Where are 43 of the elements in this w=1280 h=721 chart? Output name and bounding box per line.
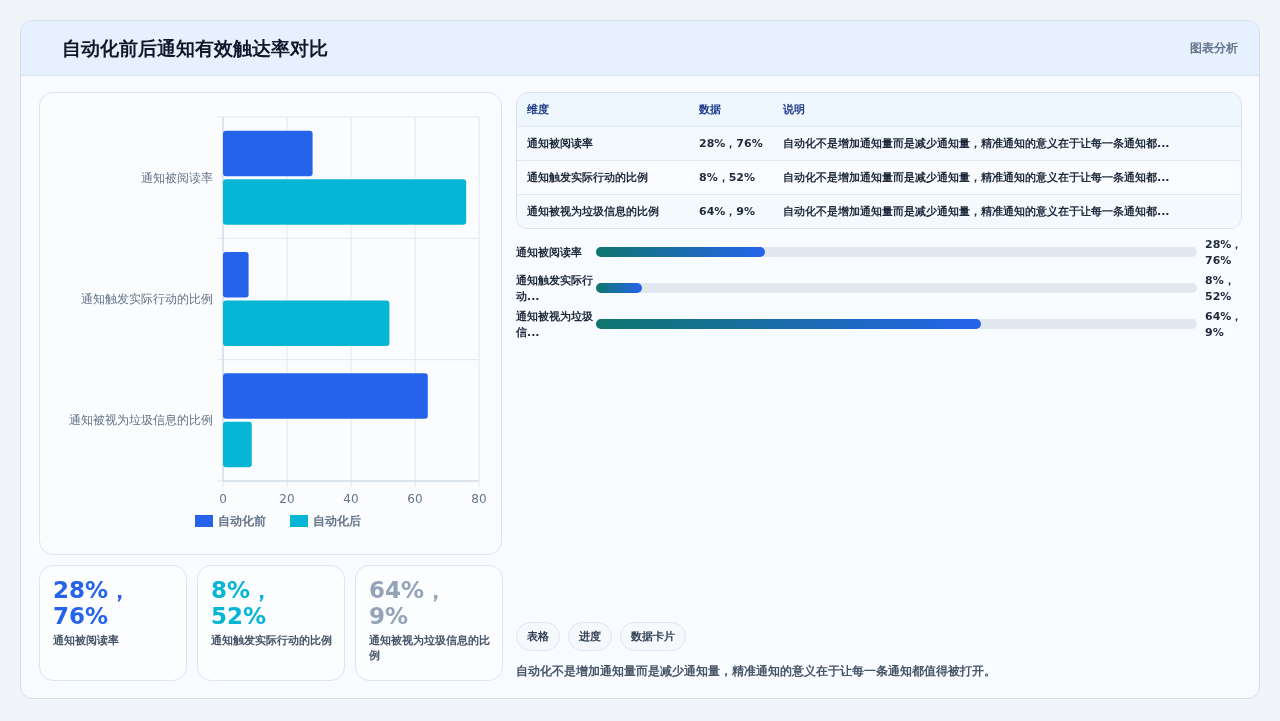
bar [223,421,252,468]
text: 通知触发实际行动的比例 [211,633,333,648]
y-tick-label: 通知被阅读率 [516,245,583,261]
legend-label: 自动化前 [218,514,266,528]
bar [223,179,467,225]
text: 自动化不是增加通知量而是减少通知量，精准通知的意义在于让每一条通知都值得被打开。 [516,663,997,680]
text: 数据卡片 [620,622,686,651]
y-tick-label: 通知被视为垃圾信息的比例 [69,413,213,428]
text: 通知被视为垃圾信息的比例 [369,633,491,663]
y-tick-label: 通知触发实际行动的比例 [81,292,213,306]
text: 进度 [568,622,612,651]
text: 说明 [782,102,806,118]
y-tick-label: 通知被阅读率 [141,170,213,185]
text: 数据 [698,102,722,118]
text: 8%，52% [689,160,773,195]
text: 维度 [526,102,550,118]
text: 8%，52% [211,577,275,629]
bar [223,373,428,419]
legend-label: 自动化后 [313,514,361,528]
text: 28%，76% [1205,237,1243,269]
text: 自动化不是增加通知量而是减少通知量，精准通知的意义在于让每一条通知都... [773,160,1241,195]
text: 28%，76% [689,126,773,161]
x-tick-label: 0 [219,492,227,506]
x-tick-label: 80 [471,492,487,506]
text: 表格 [516,622,560,651]
x-tick-label: 60 [407,492,423,506]
text: 64%，9% [1205,309,1243,341]
y-tick-label: 通知被视为垃圾信... [516,309,594,341]
bar [223,130,313,177]
x-tick-label: 20 [279,492,295,506]
text: 自动化不是增加通知量而是减少通知量，精准通知的意义在于让每一条通知都... [773,194,1241,228]
text: 通知被阅读率 [53,633,120,648]
text: 图表分析 [1190,40,1238,57]
text: 64%，9% [689,194,773,228]
chart-title: 自动化前后通知有效触达率对比 [62,36,328,61]
text: 28%，76% [53,577,133,629]
text: 64%，9% [369,577,449,629]
text: 8%，52% [1205,273,1236,305]
text: 自动化不是增加通知量而是减少通知量，精准通知的意义在于让每一条通知都... [773,126,1241,161]
y-tick-label: 通知触发实际行动... [516,273,594,305]
bar [223,300,390,347]
x-tick-label: 40 [343,492,359,506]
bar [223,251,249,298]
